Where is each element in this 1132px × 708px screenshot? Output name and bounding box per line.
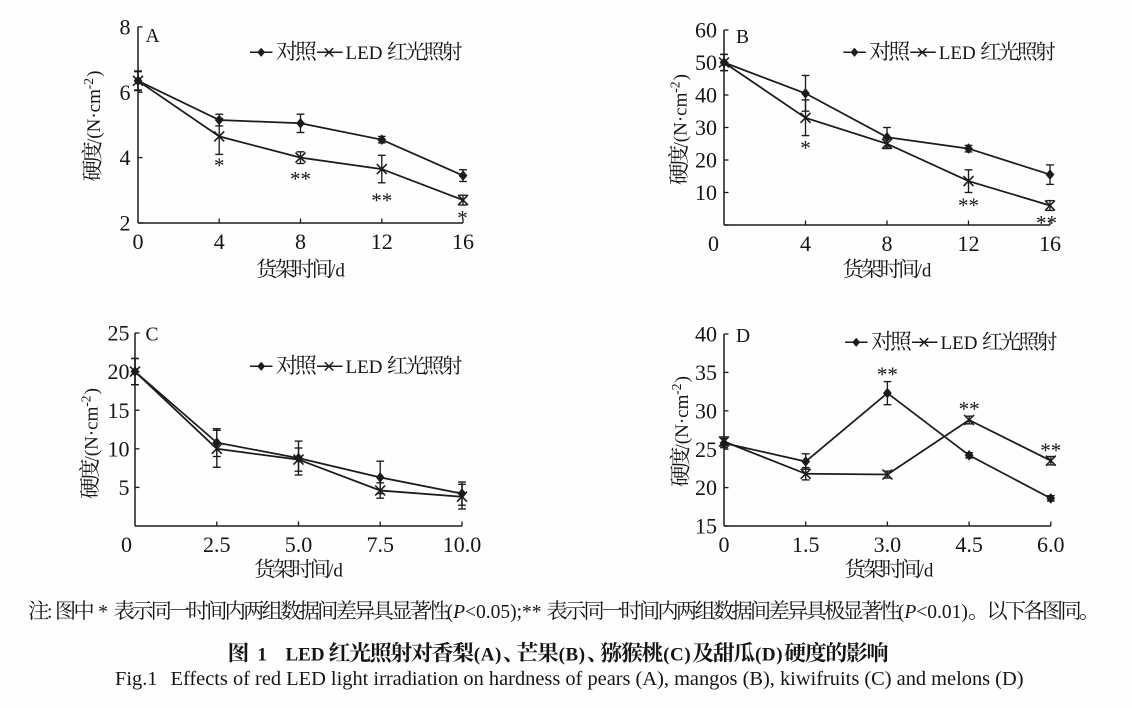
svg-text:6: 6 xyxy=(120,80,131,105)
svg-text:0: 0 xyxy=(719,532,730,557)
svg-text:15: 15 xyxy=(108,398,130,423)
svg-text:40: 40 xyxy=(695,83,717,108)
svg-text:30: 30 xyxy=(695,398,717,423)
svg-text:**: ** xyxy=(958,194,979,218)
svg-text:20: 20 xyxy=(108,359,130,384)
svg-text:): ) xyxy=(84,71,105,77)
svg-text:**: ** xyxy=(959,397,980,421)
svg-text:16: 16 xyxy=(1039,231,1061,256)
svg-text:10: 10 xyxy=(695,180,717,205)
svg-text:A: A xyxy=(145,26,159,47)
svg-text:15: 15 xyxy=(695,514,717,539)
svg-text:/d: /d xyxy=(330,261,345,282)
svg-text:-2: -2 xyxy=(81,78,96,89)
svg-text:30: 30 xyxy=(695,115,717,140)
svg-text:10.0: 10.0 xyxy=(443,532,482,557)
svg-text:LED: LED xyxy=(941,333,978,354)
svg-text:20: 20 xyxy=(695,148,717,173)
svg-text:16: 16 xyxy=(452,229,474,254)
svg-text:20: 20 xyxy=(695,475,717,500)
svg-text:/(N·cm: /(N·cm xyxy=(670,92,691,147)
svg-text:(A): (A) xyxy=(474,645,502,666)
svg-text:*: * xyxy=(214,154,225,178)
svg-text:4.5: 4.5 xyxy=(955,532,983,557)
svg-text:12: 12 xyxy=(371,229,393,254)
svg-text:4: 4 xyxy=(214,229,225,254)
svg-text:LED: LED xyxy=(939,43,976,64)
svg-text:2.5: 2.5 xyxy=(203,532,231,557)
svg-text:**: ** xyxy=(1036,211,1057,235)
svg-text:/d: /d xyxy=(328,561,343,582)
svg-text:60: 60 xyxy=(695,18,717,43)
svg-text:LED: LED xyxy=(346,357,383,378)
svg-text:(: ( xyxy=(447,602,454,623)
svg-text:5: 5 xyxy=(119,475,130,500)
svg-text:25: 25 xyxy=(108,321,130,346)
svg-text:): ) xyxy=(672,376,693,382)
svg-text:1: 1 xyxy=(257,645,267,666)
svg-text:P: P xyxy=(452,602,465,623)
svg-text:-2: -2 xyxy=(79,395,94,406)
svg-text:0: 0 xyxy=(121,532,132,557)
svg-text:12: 12 xyxy=(958,231,980,256)
svg-text:): ) xyxy=(670,74,691,80)
svg-text:C: C xyxy=(145,325,158,346)
svg-text:/d: /d xyxy=(919,561,934,582)
svg-text:0: 0 xyxy=(133,229,144,254)
svg-text:(C): (C) xyxy=(663,645,691,666)
svg-text:2: 2 xyxy=(120,211,131,236)
svg-text:(D): (D) xyxy=(755,645,783,666)
svg-text:/d: /d xyxy=(917,261,932,282)
svg-text:10: 10 xyxy=(108,436,130,461)
svg-text:-2: -2 xyxy=(668,81,683,92)
svg-text:6.0: 6.0 xyxy=(1037,532,1065,557)
svg-text:-2: -2 xyxy=(669,383,684,394)
svg-text:(B): (B) xyxy=(559,645,586,666)
svg-text:*: * xyxy=(800,136,811,160)
svg-text:LED: LED xyxy=(346,43,383,64)
svg-text:50: 50 xyxy=(695,50,717,75)
svg-text:(: ( xyxy=(898,602,905,623)
svg-text:<0.05);**: <0.05);** xyxy=(465,602,542,623)
svg-text:4: 4 xyxy=(120,145,131,170)
svg-text:**: ** xyxy=(290,167,311,191)
svg-text:40: 40 xyxy=(695,322,717,347)
svg-text:*: * xyxy=(457,206,468,230)
svg-text:/(N·cm: /(N·cm xyxy=(84,89,105,144)
svg-text:/(N·cm: /(N·cm xyxy=(672,394,693,449)
svg-text:Fig.1: Fig.1 xyxy=(115,668,158,690)
svg-text:D: D xyxy=(736,326,750,347)
svg-text:/(N·cm: /(N·cm xyxy=(81,406,102,461)
svg-text:**: ** xyxy=(1040,439,1061,463)
svg-text:35: 35 xyxy=(695,360,717,385)
svg-text:P: P xyxy=(903,602,916,623)
svg-text:3.0: 3.0 xyxy=(874,532,902,557)
svg-text:<0.01): <0.01) xyxy=(916,602,968,623)
svg-text:8: 8 xyxy=(882,231,893,256)
svg-text:5.0: 5.0 xyxy=(285,532,313,557)
svg-text:**: ** xyxy=(877,363,898,387)
svg-text:*: * xyxy=(98,602,108,623)
svg-text:4: 4 xyxy=(800,231,811,256)
svg-text:B: B xyxy=(736,27,749,48)
svg-text:**: ** xyxy=(371,189,392,213)
svg-text:25: 25 xyxy=(695,437,717,462)
svg-text:8: 8 xyxy=(120,15,131,40)
svg-text::: : xyxy=(47,602,52,623)
svg-text:7.5: 7.5 xyxy=(366,532,394,557)
svg-text:8: 8 xyxy=(295,229,306,254)
svg-text:LED: LED xyxy=(286,645,325,666)
svg-text:Effects of red LED light irrad: Effects of red LED light irradiation on … xyxy=(171,668,1024,690)
svg-text:): ) xyxy=(81,388,102,394)
svg-text:0: 0 xyxy=(708,231,719,256)
svg-text:1.5: 1.5 xyxy=(792,532,820,557)
